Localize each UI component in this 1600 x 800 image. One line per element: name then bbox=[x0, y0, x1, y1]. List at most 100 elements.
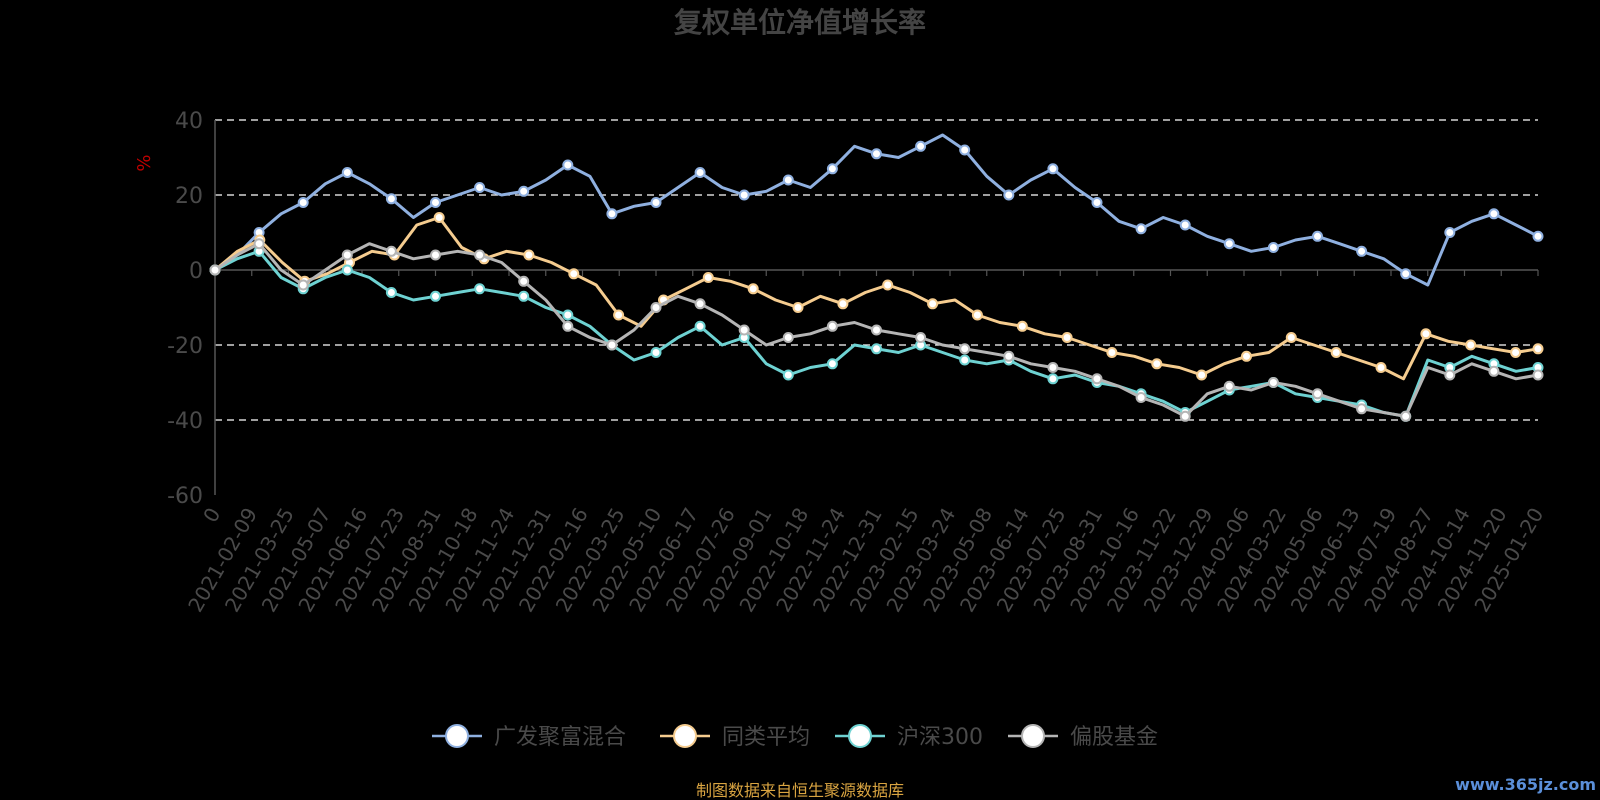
data-point[interactable] bbox=[1223, 238, 1235, 250]
data-point[interactable] bbox=[971, 309, 983, 321]
data-point[interactable] bbox=[782, 332, 794, 343]
data-point[interactable] bbox=[738, 189, 750, 201]
data-point[interactable] bbox=[1444, 369, 1456, 381]
data-point[interactable] bbox=[650, 347, 662, 358]
data-point[interactable] bbox=[1091, 373, 1103, 385]
data-point[interactable] bbox=[1532, 343, 1544, 355]
data-point[interactable] bbox=[385, 193, 397, 205]
data-point[interactable] bbox=[1488, 208, 1500, 220]
data-point[interactable] bbox=[518, 290, 530, 302]
data-point[interactable] bbox=[694, 298, 706, 310]
data-point[interactable] bbox=[297, 197, 309, 208]
data-point[interactable] bbox=[341, 264, 353, 276]
data-point[interactable] bbox=[385, 245, 397, 257]
data-point[interactable] bbox=[433, 212, 445, 223]
data-point[interactable] bbox=[430, 249, 441, 261]
data-point[interactable] bbox=[1016, 320, 1028, 332]
data-point[interactable] bbox=[694, 167, 706, 178]
data-point[interactable] bbox=[1179, 410, 1191, 422]
data-point[interactable] bbox=[1375, 362, 1387, 373]
data-point[interactable] bbox=[1532, 230, 1544, 242]
data-point[interactable] bbox=[959, 354, 971, 366]
data-point[interactable] bbox=[613, 309, 625, 321]
data-point[interactable] bbox=[341, 167, 353, 178]
legend-item[interactable]: 沪深300 bbox=[835, 724, 983, 750]
data-point[interactable] bbox=[1047, 362, 1059, 373]
data-point[interactable] bbox=[782, 369, 794, 381]
data-point[interactable] bbox=[792, 302, 804, 313]
data-point[interactable] bbox=[1106, 347, 1118, 358]
data-point[interactable] bbox=[1267, 377, 1279, 388]
data-point[interactable] bbox=[606, 208, 618, 220]
data-point[interactable] bbox=[871, 148, 882, 160]
data-point[interactable] bbox=[1285, 332, 1297, 343]
data-point[interactable] bbox=[562, 320, 574, 332]
data-point[interactable] bbox=[915, 332, 927, 343]
data-point[interactable] bbox=[702, 272, 714, 283]
legend-item[interactable]: 广发聚富混合 bbox=[432, 724, 626, 750]
data-point[interactable] bbox=[927, 298, 939, 310]
data-point[interactable] bbox=[826, 358, 838, 370]
data-point[interactable] bbox=[430, 290, 441, 302]
data-point[interactable] bbox=[1356, 245, 1368, 257]
data-point[interactable] bbox=[1196, 369, 1208, 381]
data-point[interactable] bbox=[915, 140, 927, 152]
data-point[interactable] bbox=[606, 339, 618, 351]
data-point[interactable] bbox=[871, 324, 882, 336]
data-point[interactable] bbox=[1444, 227, 1456, 238]
data-point[interactable] bbox=[253, 238, 265, 250]
data-point[interactable] bbox=[650, 302, 662, 313]
data-point[interactable] bbox=[1400, 410, 1412, 422]
legend[interactable]: 广发聚富混合 同类平均 沪深300 偏股基金 bbox=[432, 724, 1158, 750]
data-point[interactable] bbox=[518, 185, 530, 197]
data-point[interactable] bbox=[782, 174, 794, 186]
data-point[interactable] bbox=[209, 264, 221, 276]
legend-item[interactable]: 偏股基金 bbox=[1008, 724, 1158, 750]
data-point[interactable] bbox=[297, 279, 309, 291]
data-point[interactable] bbox=[562, 159, 574, 171]
data-point[interactable] bbox=[1061, 332, 1073, 343]
data-point[interactable] bbox=[1091, 197, 1103, 208]
data-point[interactable] bbox=[650, 197, 662, 208]
data-point[interactable] bbox=[871, 343, 882, 355]
data-point[interactable] bbox=[474, 249, 486, 261]
data-point[interactable] bbox=[1465, 339, 1477, 351]
data-point[interactable] bbox=[1047, 163, 1059, 175]
data-point[interactable] bbox=[837, 298, 849, 310]
data-point[interactable] bbox=[1356, 403, 1368, 415]
data-point[interactable] bbox=[1488, 365, 1500, 377]
data-point[interactable] bbox=[1135, 392, 1147, 403]
data-point[interactable] bbox=[1400, 268, 1412, 280]
data-point[interactable] bbox=[1420, 328, 1432, 340]
data-point[interactable] bbox=[959, 144, 971, 156]
data-point[interactable] bbox=[747, 283, 759, 295]
data-point[interactable] bbox=[341, 249, 353, 261]
data-point[interactable] bbox=[1135, 223, 1147, 235]
data-point[interactable] bbox=[1510, 347, 1522, 358]
data-point[interactable] bbox=[1312, 388, 1323, 400]
data-point[interactable] bbox=[385, 287, 397, 298]
data-point[interactable] bbox=[1151, 358, 1163, 370]
data-point[interactable] bbox=[1047, 373, 1059, 385]
data-point[interactable] bbox=[694, 320, 706, 332]
data-point[interactable] bbox=[474, 283, 486, 295]
data-point[interactable] bbox=[568, 268, 580, 280]
data-point[interactable] bbox=[562, 309, 574, 321]
data-point[interactable] bbox=[1003, 350, 1015, 362]
data-point[interactable] bbox=[1532, 369, 1544, 381]
data-point[interactable] bbox=[1223, 380, 1235, 392]
data-point[interactable] bbox=[826, 163, 838, 175]
data-point[interactable] bbox=[1179, 219, 1191, 231]
data-point[interactable] bbox=[1267, 242, 1279, 253]
data-point[interactable] bbox=[882, 279, 894, 291]
data-point[interactable] bbox=[826, 320, 838, 332]
data-point[interactable] bbox=[1241, 350, 1252, 362]
data-point[interactable] bbox=[430, 197, 441, 208]
data-point[interactable] bbox=[959, 343, 971, 355]
data-point[interactable] bbox=[1312, 230, 1323, 242]
data-point[interactable] bbox=[518, 275, 530, 287]
data-point[interactable] bbox=[474, 182, 486, 193]
data-point[interactable] bbox=[738, 324, 750, 336]
legend-item[interactable]: 同类平均 bbox=[660, 724, 810, 750]
data-point[interactable] bbox=[1003, 189, 1015, 201]
